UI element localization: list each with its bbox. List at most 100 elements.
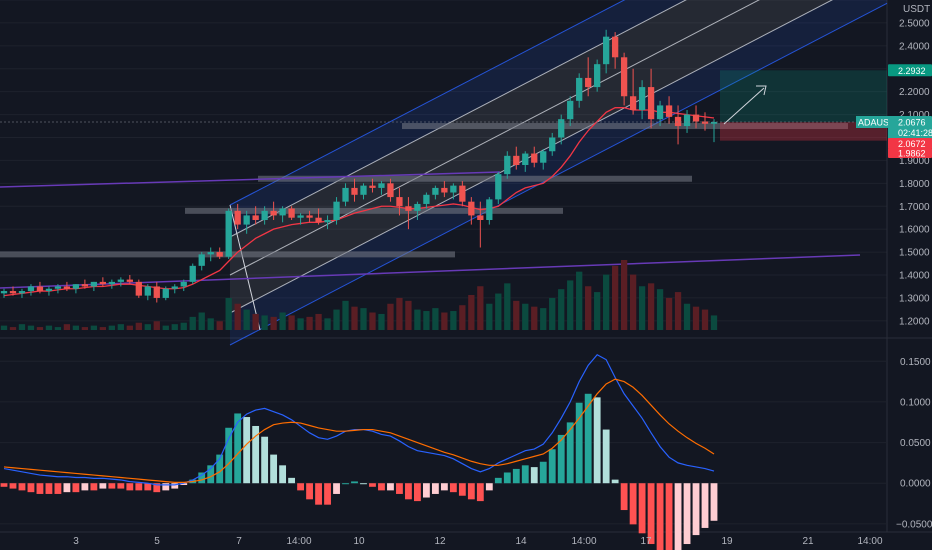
macd-signal-line	[3, 378, 715, 484]
candle-body	[674, 116, 682, 127]
candle	[611, 32, 619, 69]
volume-bar	[144, 324, 151, 330]
candle-body	[585, 77, 592, 88]
candle-body	[665, 105, 673, 117]
candle-body	[72, 284, 80, 289]
macd-histogram-bar	[611, 479, 619, 484]
candle-body	[162, 288, 169, 298]
candle-body	[90, 281, 98, 287]
volume-bar	[647, 283, 655, 330]
macd-histogram-bar	[306, 483, 313, 500]
candle-body	[450, 185, 457, 193]
candle	[153, 281, 160, 303]
volume-bar	[135, 322, 142, 330]
volume-bar	[72, 325, 80, 330]
volume-bar	[288, 315, 295, 330]
candle-body	[513, 155, 520, 165]
price-tick-label: 2.1000	[899, 110, 930, 121]
macd-histogram-bar	[9, 483, 17, 489]
volume-bar	[243, 309, 250, 330]
volume-bar	[387, 303, 394, 330]
macd-histogram-bar	[656, 483, 664, 550]
candle	[477, 201, 484, 248]
candle-body	[423, 194, 430, 204]
macd-tick-label: −0.0500	[896, 519, 932, 530]
candle-body	[306, 215, 313, 218]
macd-histogram-bar	[449, 483, 457, 493]
candle	[567, 96, 574, 127]
candle-body	[198, 254, 205, 266]
candle-body	[333, 201, 340, 220]
candle	[558, 114, 565, 145]
candle	[288, 206, 295, 220]
time-tick-label: 7	[236, 536, 242, 547]
volume-bar	[486, 303, 493, 330]
macd-histogram-bar	[99, 483, 107, 489]
candle	[27, 284, 35, 296]
support-zone	[402, 123, 848, 130]
macd-histogram-bar	[333, 483, 340, 494]
candle	[108, 279, 115, 289]
macd-histogram-bar	[117, 483, 125, 489]
current-price-tag	[888, 138, 932, 149]
candle	[495, 171, 502, 204]
macd-histogram-bar	[243, 417, 251, 484]
candle	[351, 178, 358, 202]
candle-body	[270, 210, 277, 216]
candle-body	[638, 87, 646, 110]
macd-histogram-bar	[207, 465, 215, 484]
candle-body	[243, 215, 250, 225]
volume-bar	[153, 321, 160, 330]
candle	[117, 277, 124, 287]
candle	[36, 281, 44, 294]
candle	[297, 213, 304, 225]
time-tick-label: 14:00	[857, 536, 882, 547]
candle	[665, 96, 673, 124]
macd-histogram-bar	[153, 483, 161, 493]
macd-histogram-bar	[63, 483, 71, 493]
candle	[333, 197, 340, 225]
candle	[72, 284, 80, 294]
volume-bar	[378, 313, 385, 330]
candle	[486, 197, 493, 225]
volume-bar	[432, 308, 439, 330]
candle	[405, 197, 412, 230]
candle-body	[315, 217, 322, 223]
candle	[324, 215, 331, 230]
macd-histogram-bar	[315, 483, 322, 505]
volume-bar	[611, 265, 619, 330]
candle-body	[531, 153, 538, 163]
volume-bar	[414, 309, 421, 330]
volume-bar	[594, 292, 601, 330]
candle	[270, 201, 277, 220]
symbol-label: ADAUSDT	[858, 118, 902, 128]
volume-bar	[279, 312, 286, 330]
candle	[692, 105, 700, 129]
volume-bar	[495, 293, 502, 330]
candle-body	[360, 185, 367, 195]
volume-bar	[450, 311, 457, 330]
volume-bar	[351, 306, 358, 330]
macd-tick-label: 0.1000	[900, 397, 931, 408]
volume-bar	[9, 327, 17, 330]
volume-bar	[342, 300, 349, 330]
volume-bar	[216, 321, 223, 330]
macd-histogram-bar	[467, 483, 475, 500]
candle	[638, 80, 646, 120]
candle-body	[594, 64, 601, 88]
candle-body	[692, 114, 700, 122]
candle-body	[522, 153, 529, 165]
macd-histogram-bar	[503, 472, 511, 484]
price-tick-label: 1.2000	[899, 316, 930, 327]
currency-label: USDT	[903, 4, 930, 15]
candle	[81, 279, 89, 289]
candle	[225, 208, 232, 259]
trend-line-lower	[0, 254, 861, 289]
symbol-tag	[856, 116, 895, 128]
candle-body	[683, 114, 691, 127]
volume-bar	[234, 303, 241, 330]
volume-bar	[638, 286, 646, 330]
candle	[432, 185, 439, 200]
